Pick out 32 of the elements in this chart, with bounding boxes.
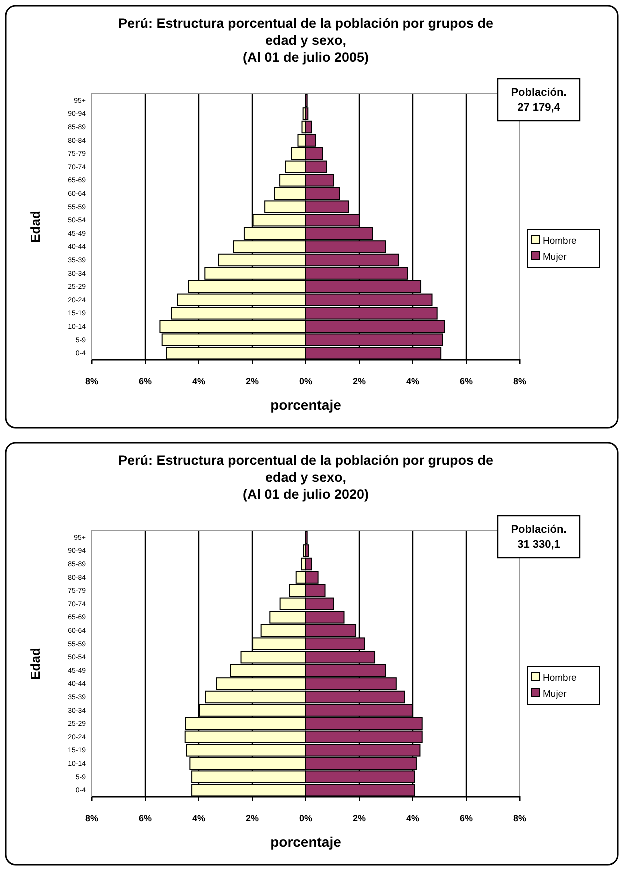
x-axis-title: porcentaje — [270, 397, 342, 413]
legend-label: Mujer — [543, 689, 567, 700]
chart-subtitle: (Al 01 de julio 2005) — [242, 50, 370, 65]
legend-label: Mujer — [543, 252, 567, 263]
y-axis-title: Edad — [28, 211, 43, 243]
annotation: Población. 27 179,4 — [511, 87, 567, 114]
x-tick-label: 6% — [138, 813, 152, 824]
x-tick-label: 8% — [513, 813, 527, 824]
x-tick-label: 8% — [85, 813, 99, 824]
x-tick-label: 4% — [192, 376, 206, 386]
x-axis-title: porcentaje — [270, 834, 342, 850]
x-tick-label: 6% — [138, 376, 152, 386]
chart-subtitle: (Al 01 de julio 2020) — [242, 487, 370, 502]
x-tick-label: 0% — [299, 813, 313, 824]
x-tick-label: 4% — [406, 376, 420, 386]
chart-title: Perú: Estructura porcentual de la población por grupos de edad y sexo, — [118, 453, 494, 485]
x-tick-label: 8% — [85, 376, 99, 386]
x-tick-label: 2% — [246, 813, 260, 824]
x-tick-label: 6% — [460, 813, 474, 824]
x-tick-label: 8% — [513, 376, 527, 386]
x-tick-label: 2% — [352, 813, 366, 824]
x-tick-label: 4% — [192, 813, 206, 824]
annotation: Población. 31 330,1 — [511, 524, 567, 551]
legend-label: Hombre — [543, 236, 577, 247]
x-tick-label: 2% — [246, 376, 260, 386]
y-axis-title: Edad — [28, 648, 43, 680]
x-tick-label: 2% — [352, 376, 366, 386]
legend-label: Hombre — [543, 673, 577, 684]
x-tick-label: 0% — [299, 376, 313, 386]
x-tick-label: 6% — [460, 376, 474, 386]
x-tick-label: 4% — [406, 813, 420, 824]
chart-title: Perú: Estructura porcentual de la población por grupos de edad y sexo, — [118, 16, 494, 48]
